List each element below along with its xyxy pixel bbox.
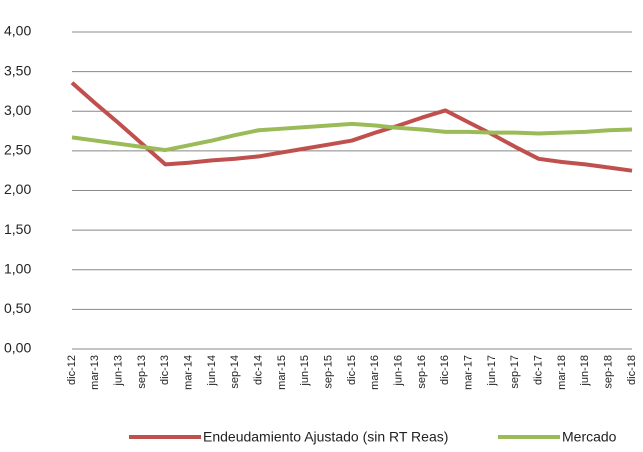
y-tick-label: 3,00 (4, 102, 31, 118)
legend-label: Endeudamiento Ajustado (sin RT Reas) (203, 429, 448, 445)
x-tick-label: dic-13 (159, 355, 171, 385)
x-tick-label: sep-15 (323, 355, 335, 389)
x-tick-label: sep-13 (136, 355, 148, 389)
x-tick-label: sep-16 (416, 355, 428, 389)
x-tick-label: mar-15 (276, 355, 288, 390)
x-tick-label: mar-14 (183, 355, 195, 390)
x-tick-label: dic-16 (439, 355, 451, 385)
legend-label: Mercado (562, 429, 617, 445)
x-tick-label: jun-13 (113, 355, 125, 387)
x-tick-label: jun-17 (486, 355, 498, 387)
y-tick-label: 2,50 (4, 142, 31, 158)
x-tick-label: mar-17 (463, 355, 475, 390)
x-tick-label: sep-17 (509, 355, 521, 389)
x-tick-label: dic-14 (253, 355, 265, 385)
x-tick-label: jun-14 (206, 355, 218, 387)
x-tick-label: mar-13 (89, 355, 101, 390)
y-tick-label: 4,00 (4, 23, 31, 39)
x-tick-label: mar-18 (556, 355, 568, 390)
series-line (70, 81, 633, 173)
y-tick-label: 0,00 (4, 340, 31, 356)
y-tick-label: 1,00 (4, 260, 31, 276)
x-tick-label: jun-16 (393, 355, 405, 387)
x-tick-label: jun-18 (579, 355, 591, 387)
x-tick-label: sep-18 (603, 355, 615, 389)
y-tick-label: 3,50 (4, 62, 31, 78)
x-tick-label: dic-18 (626, 355, 638, 385)
x-tick-label: dic-15 (346, 355, 358, 385)
y-tick-label: 0,50 (4, 300, 31, 316)
y-tick-label: 1,50 (4, 221, 31, 237)
x-tick-label: sep-14 (229, 355, 241, 389)
x-tick-label: mar-16 (369, 355, 381, 390)
series-line (71, 121, 633, 153)
x-tick-label: dic-12 (66, 355, 78, 385)
x-tick-label: jun-15 (299, 355, 311, 387)
x-tick-label: dic-17 (533, 355, 545, 385)
y-tick-label: 2,00 (4, 181, 31, 197)
